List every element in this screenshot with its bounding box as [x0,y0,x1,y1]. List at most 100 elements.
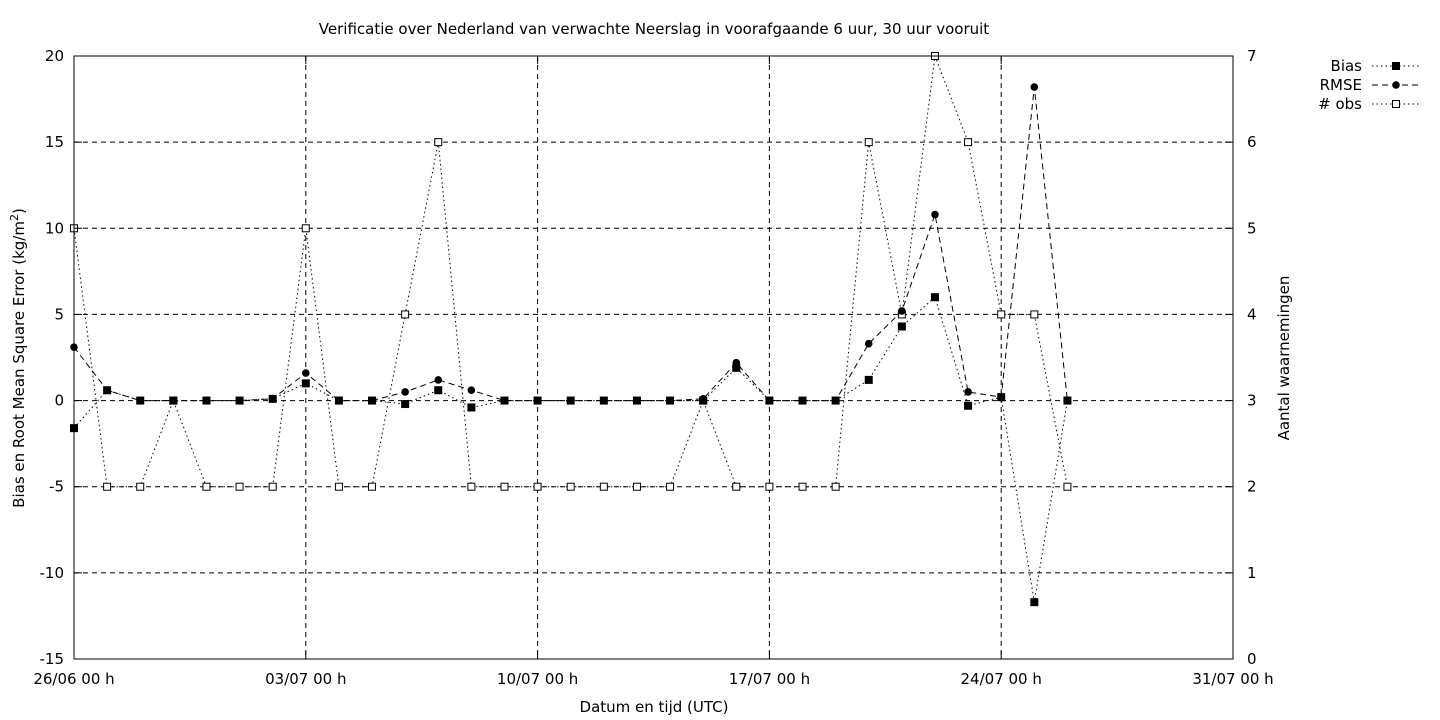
y2-tick-label: 4 [1247,305,1257,323]
series-line [73,86,1068,402]
obs-point [566,482,575,491]
bias-point [864,375,873,384]
x-tick-label: 31/07 00 h [1192,670,1273,688]
y-tick-label: 0 [54,392,64,410]
y-tick-label: -15 [40,650,65,668]
rmse-point [964,388,972,396]
rmse-point [931,210,939,219]
chart-title: Verificatie over Nederland van verwachte… [319,20,989,38]
y-tick-label: 15 [45,133,64,151]
y-axis-right: 0 1 2 3 4 5 6 7 [1225,47,1257,668]
y-tick-label: 10 [45,219,64,237]
obs-point [103,482,112,491]
legend-label: Bias [1331,57,1363,75]
bias-point [1063,396,1072,405]
legend-label: # obs [1318,95,1362,113]
y2-axis-label: Aantal waarnemingen [1275,276,1293,441]
bias-point [533,396,542,405]
rmse-point [1030,83,1039,91]
rmse-point [401,388,409,396]
x-tick-label: 10/07 00 h [497,670,578,688]
obs-point [301,224,310,233]
y2-tick-label: 0 [1247,650,1257,668]
obs-point [334,482,343,491]
x-tick-label: 26/06 00 h [33,670,114,688]
obs-point [434,138,443,147]
y2-tick-label: 2 [1247,478,1257,496]
bias-point [467,403,476,412]
y-axis-label-superscript: 2 [8,214,21,221]
rmse-point [864,339,873,348]
x-axis-label: Datum en tijd (UTC) [580,698,729,716]
x-tick-label: 17/07 00 h [729,670,810,688]
y2-tick-label: 7 [1247,47,1257,65]
y-tick-label: 5 [54,305,64,323]
bias-point [632,396,641,405]
y2-tick-label: 6 [1247,133,1257,151]
obs-point [202,482,211,491]
bias-point [930,293,939,302]
bias-point [566,396,575,405]
bias-point [202,396,211,405]
bias-point [500,396,509,405]
bias-point [1392,62,1400,70]
bias-point [599,396,608,405]
bias-point [136,396,145,405]
y2-tick-label: 1 [1247,564,1257,582]
bias-point [301,379,310,388]
obs-point [401,310,410,319]
y-tick-label: 20 [45,47,64,65]
obs-point [235,482,244,491]
grid [74,56,1233,659]
obs-point [831,482,840,491]
bias-point [798,396,807,405]
y-tick-label: -5 [49,478,64,496]
bias-point [732,363,741,372]
rmse-point [467,386,476,395]
plot-border [73,55,1234,660]
y-axis-label: Bias en Root Mean Square Error (kg/m2) [8,208,28,508]
y2-tick-label: 3 [1247,392,1257,410]
obs-point [1063,482,1072,491]
bias-point [964,401,973,410]
y-axis-label-main: Bias en Root Mean Square Error (kg/m [10,221,28,508]
bias-point [368,396,377,405]
bias-point [434,386,443,395]
series-bias [70,293,1072,607]
legend-label: RMSE [1320,76,1362,94]
bias-point [666,396,675,405]
x-tick-label: 03/07 00 h [265,670,346,688]
bias-point [765,396,774,405]
rmse-point [1392,81,1400,89]
series-line [73,55,1068,488]
obs-point [765,482,774,491]
bias-point [997,393,1006,402]
bias-point [268,394,277,403]
bias-point [831,396,840,405]
x-axis: 26/06 00 h 03/07 00 h 10/07 00 h 17/07 00 h… [33,56,1274,688]
obs-point [666,482,675,491]
bias-point [699,396,708,405]
obs-point [467,482,476,491]
y-axis-left: -15 -10 -5 0 5 10 15 20 [40,47,82,668]
obs-point [1392,100,1400,108]
obs-point [997,310,1006,319]
obs-point [864,138,873,147]
series-rmse [70,83,1072,405]
obs-point [368,482,377,491]
bias-point [235,396,244,405]
obs-point [136,482,145,491]
obs-point [964,138,973,147]
bias-point [169,396,178,405]
bias-point [334,396,343,405]
obs-point [1030,310,1039,319]
obs-point [732,482,741,491]
rmse-point [434,376,443,384]
y-tick-label: -10 [40,564,65,582]
rmse-point [898,307,906,315]
bias-point [103,386,112,395]
series-layer [70,52,1072,607]
bias-point [897,322,906,331]
